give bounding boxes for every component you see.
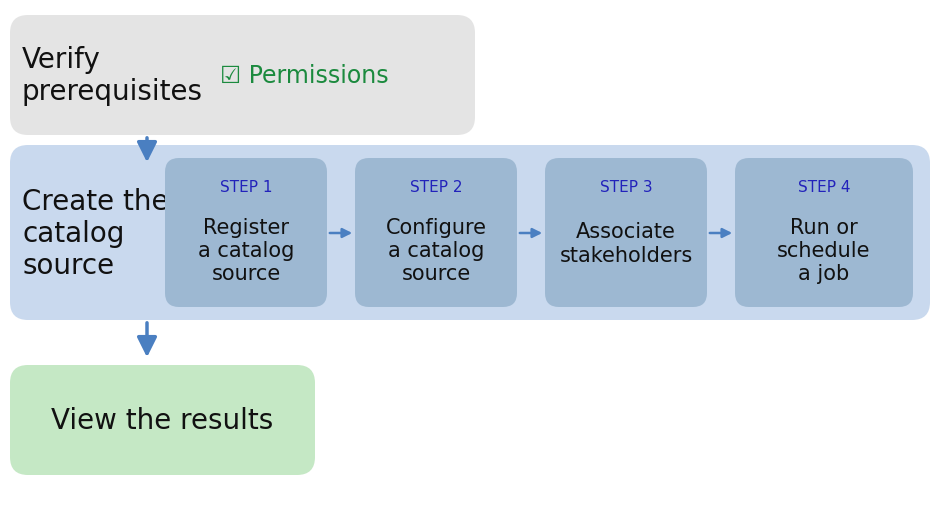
FancyBboxPatch shape [10, 146, 930, 320]
Text: STEP 4: STEP 4 [798, 180, 851, 195]
Text: Run or
schedule
a job: Run or schedule a job [777, 217, 870, 284]
FancyBboxPatch shape [355, 159, 517, 308]
FancyBboxPatch shape [165, 159, 327, 308]
Text: Register
a catalog
source: Register a catalog source [198, 217, 294, 284]
FancyBboxPatch shape [735, 159, 913, 308]
Text: View the results: View the results [51, 406, 273, 434]
Text: Verify
prerequisites: Verify prerequisites [22, 46, 203, 106]
Text: Configure
a catalog
source: Configure a catalog source [386, 217, 487, 284]
Text: STEP 2: STEP 2 [410, 180, 462, 195]
FancyBboxPatch shape [10, 365, 315, 475]
Text: STEP 1: STEP 1 [220, 180, 273, 195]
Text: Associate
stakeholders: Associate stakeholders [559, 222, 692, 265]
Text: ☑ Permissions: ☑ Permissions [220, 64, 389, 88]
FancyBboxPatch shape [545, 159, 707, 308]
Text: STEP 3: STEP 3 [600, 180, 653, 195]
Text: Create the
catalog
source: Create the catalog source [22, 187, 169, 280]
FancyBboxPatch shape [10, 16, 475, 136]
